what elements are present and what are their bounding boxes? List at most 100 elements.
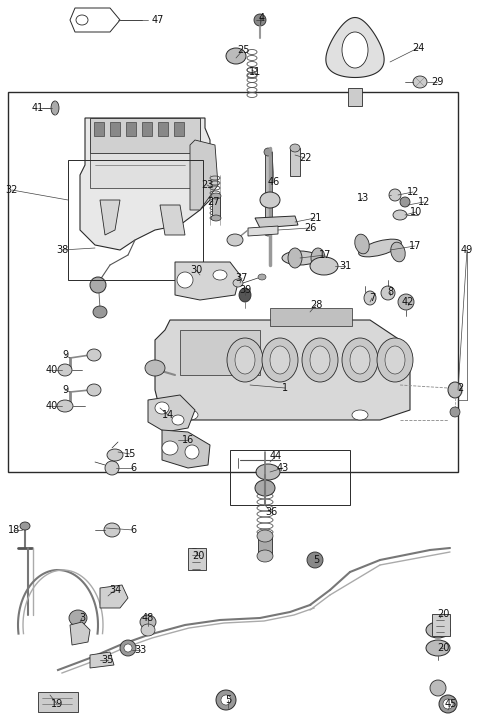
Text: 36: 36 [265,507,277,517]
Text: 47: 47 [152,15,164,25]
Text: 29: 29 [431,77,443,87]
Ellipse shape [233,279,243,287]
Ellipse shape [439,695,457,713]
Ellipse shape [307,552,323,568]
Ellipse shape [381,286,395,300]
Ellipse shape [264,148,272,156]
Ellipse shape [310,346,330,374]
Text: 22: 22 [299,153,311,163]
Ellipse shape [398,294,414,310]
Text: 35: 35 [102,655,114,665]
Text: 16: 16 [182,435,194,445]
Ellipse shape [93,306,107,318]
Ellipse shape [213,270,227,280]
Ellipse shape [69,610,87,626]
Ellipse shape [20,522,30,530]
Polygon shape [160,205,185,235]
Bar [90,153,195,188]
Ellipse shape [355,234,369,254]
Ellipse shape [162,441,178,455]
Ellipse shape [350,346,370,374]
Ellipse shape [141,624,155,636]
Bar [258,536,272,556]
Ellipse shape [221,695,231,705]
Ellipse shape [262,338,298,382]
Polygon shape [70,8,120,32]
Text: 41: 41 [32,103,44,113]
Text: 19: 19 [51,699,63,709]
Bar [265,152,272,232]
Text: 3: 3 [79,613,85,623]
Bar [110,122,120,136]
Text: 17: 17 [319,250,331,260]
Polygon shape [326,17,384,77]
Text: 32: 32 [6,185,18,195]
Text: 24: 24 [412,43,424,53]
Bar [68,160,203,280]
Ellipse shape [177,272,193,288]
Bar [290,148,300,176]
Ellipse shape [227,234,243,246]
Text: 12: 12 [407,187,419,197]
Ellipse shape [364,291,376,305]
Ellipse shape [145,360,165,376]
Ellipse shape [257,530,273,542]
Text: 20: 20 [437,643,449,653]
Text: 9: 9 [62,350,68,360]
Text: 2: 2 [457,383,463,393]
Bar [212,196,220,218]
Ellipse shape [216,690,236,710]
Bar [90,118,200,153]
Text: 30: 30 [190,265,202,275]
Text: 15: 15 [124,449,136,459]
Polygon shape [100,200,120,235]
Text: 39: 39 [239,285,251,295]
Ellipse shape [258,274,266,280]
Ellipse shape [450,407,460,417]
Text: 6: 6 [130,463,136,473]
Text: 37: 37 [236,273,248,283]
Ellipse shape [311,248,325,268]
Text: 17: 17 [409,241,421,251]
Bar [8,92,458,472]
Text: 5: 5 [225,695,231,705]
Text: 6: 6 [130,525,136,535]
Ellipse shape [310,257,338,275]
Ellipse shape [107,449,123,461]
Text: 1: 1 [282,383,288,393]
Bar [174,122,184,136]
Ellipse shape [391,242,405,262]
Bar [432,614,450,636]
Polygon shape [90,652,114,668]
Ellipse shape [342,338,378,382]
Text: 11: 11 [249,67,261,77]
Ellipse shape [124,644,132,652]
Text: 4: 4 [259,13,265,23]
Ellipse shape [90,277,106,293]
Text: 33: 33 [134,645,146,655]
Ellipse shape [227,338,263,382]
Bar [348,88,362,106]
Ellipse shape [76,15,88,25]
Ellipse shape [448,382,462,398]
Ellipse shape [385,346,405,374]
Ellipse shape [182,410,198,420]
Ellipse shape [120,640,136,656]
Text: 34: 34 [109,585,121,595]
Ellipse shape [290,144,300,152]
Ellipse shape [87,384,101,396]
Text: 40: 40 [46,365,58,375]
Polygon shape [155,320,410,420]
Ellipse shape [260,192,280,208]
Ellipse shape [140,615,156,629]
Ellipse shape [443,699,453,709]
Text: 5: 5 [313,555,319,565]
Text: 44: 44 [270,451,282,461]
Ellipse shape [413,76,427,88]
Bar [126,122,136,136]
Ellipse shape [255,480,275,496]
Text: 28: 28 [310,300,322,310]
Bar [270,308,352,326]
Text: 18: 18 [8,525,20,535]
Text: 49: 49 [461,245,473,255]
